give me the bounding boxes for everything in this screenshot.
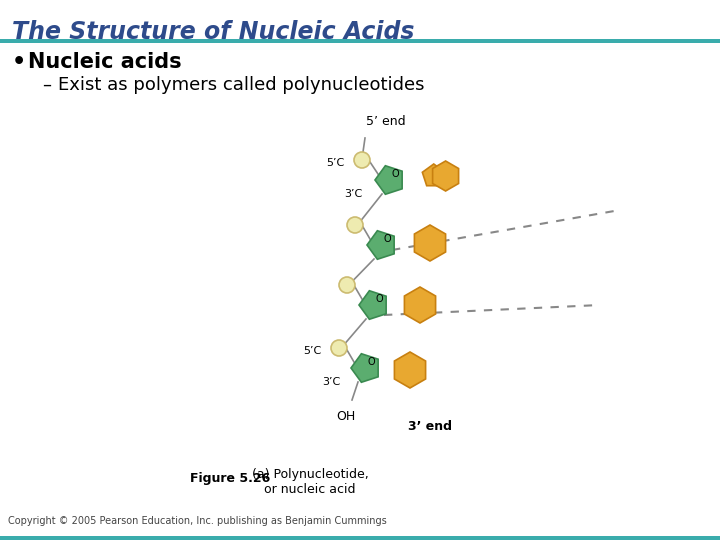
Polygon shape <box>405 287 436 323</box>
Polygon shape <box>415 225 446 261</box>
Circle shape <box>347 217 363 233</box>
Text: O: O <box>383 234 391 244</box>
Text: Figure 5.26: Figure 5.26 <box>190 472 270 485</box>
Polygon shape <box>359 291 386 319</box>
Polygon shape <box>433 161 459 191</box>
Text: •: • <box>12 52 26 72</box>
Text: The Structure of Nucleic Acids: The Structure of Nucleic Acids <box>12 20 415 44</box>
Text: O: O <box>391 169 399 179</box>
Text: O: O <box>367 357 375 367</box>
Text: 3’C: 3’C <box>322 377 340 387</box>
Polygon shape <box>423 164 445 186</box>
Polygon shape <box>395 352 426 388</box>
Circle shape <box>339 277 355 293</box>
FancyBboxPatch shape <box>0 39 720 43</box>
Polygon shape <box>367 231 394 259</box>
Text: –: – <box>42 76 51 94</box>
Text: 3’ end: 3’ end <box>408 420 452 433</box>
Text: 5’C: 5’C <box>302 346 321 356</box>
Text: OH: OH <box>336 410 356 423</box>
Text: 5’ end: 5’ end <box>366 115 406 128</box>
Text: (a) Polynucleotide,
or nucleic acid: (a) Polynucleotide, or nucleic acid <box>251 468 369 496</box>
FancyBboxPatch shape <box>0 536 720 540</box>
Text: Copyright © 2005 Pearson Education, Inc. publishing as Benjamin Cummings: Copyright © 2005 Pearson Education, Inc.… <box>8 516 387 526</box>
Circle shape <box>331 340 347 356</box>
Circle shape <box>354 152 370 168</box>
Text: Nucleic acids: Nucleic acids <box>28 52 181 72</box>
Text: Exist as polymers called polynucleotides: Exist as polymers called polynucleotides <box>58 76 425 94</box>
Text: 5’C: 5’C <box>325 158 344 168</box>
Text: 3’C: 3’C <box>343 189 362 199</box>
Polygon shape <box>375 166 402 194</box>
Polygon shape <box>351 354 378 382</box>
Text: O: O <box>375 294 383 304</box>
